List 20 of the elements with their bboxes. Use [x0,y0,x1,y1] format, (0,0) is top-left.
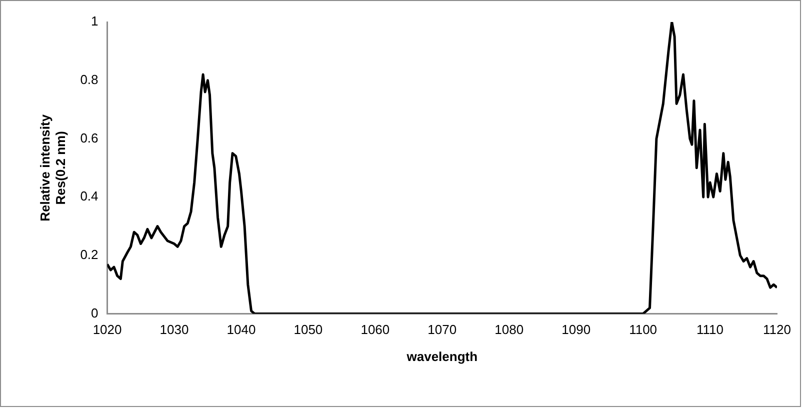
x-axis-title: wavelength [406,348,478,364]
y-tick-label: 1 [91,14,98,29]
x-tick-label: 1080 [494,322,524,338]
text: Relative intensity [37,114,52,222]
text: Res(0.2 nm) [52,131,68,205]
x-tick-label: 1090 [562,322,591,338]
y-tick-label: 0.2 [80,247,98,262]
x-tick-label: 1050 [294,322,323,338]
x-tick-label: 1100 [629,322,658,338]
y-tick-label: 0.4 [80,188,98,204]
x-tick-label: 1030 [160,322,189,338]
y-tick-label: 0.8 [80,72,98,87]
x-tick-label: 1120 [763,322,791,338]
x-tick-label: 1110 [696,322,724,338]
y-tick-label: 0.6 [80,130,98,146]
y-tick-label: 0 [91,305,98,320]
x-tick-label: 1060 [360,322,390,338]
x-tick-label: 1020 [92,322,122,338]
x-tick-label: 1070 [428,322,457,338]
x-tick-label: 1040 [226,322,256,338]
